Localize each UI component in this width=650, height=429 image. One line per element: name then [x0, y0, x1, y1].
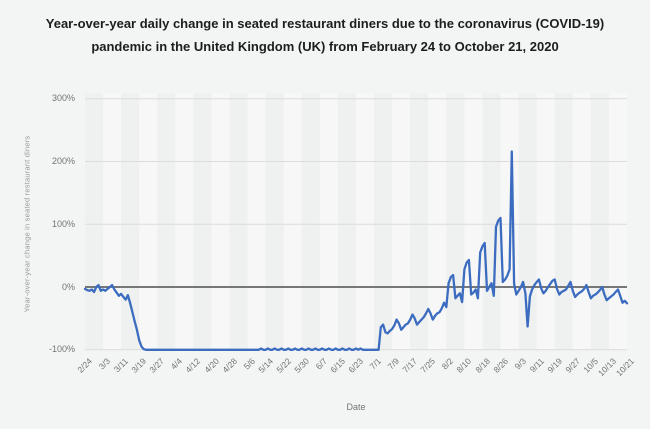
plot-band	[283, 93, 302, 350]
y-tick-label: 100%	[51, 218, 75, 229]
plot-band	[265, 93, 284, 350]
plot-band	[356, 93, 375, 350]
plot-band	[464, 93, 483, 350]
plot-band	[121, 93, 140, 350]
plot-band	[139, 93, 158, 350]
plot-band	[229, 93, 248, 350]
y-tick-label: 200%	[51, 156, 75, 166]
plot-band	[374, 93, 393, 350]
plot-band	[175, 93, 194, 350]
plot-band	[319, 93, 338, 350]
plot-band	[590, 93, 609, 350]
x-axis-title: Date	[346, 402, 366, 412]
plot-band	[211, 93, 230, 350]
plot-band	[301, 93, 320, 350]
plot-band	[337, 93, 356, 350]
plot-band	[157, 93, 176, 350]
plot-band	[85, 93, 104, 350]
y-tick-label: 300%	[51, 93, 75, 104]
y-tick-label: 0%	[61, 281, 75, 292]
plot-band	[446, 93, 465, 350]
plot-band	[247, 93, 266, 350]
plot-band	[554, 93, 573, 350]
data-line	[83, 150, 629, 351]
y-tick-label: -100%	[48, 344, 75, 355]
plot-band	[572, 93, 591, 350]
plot-band	[103, 93, 122, 350]
plot-band	[193, 93, 212, 350]
plot-band	[608, 93, 627, 350]
plot-band	[392, 93, 411, 350]
plot-band	[428, 93, 447, 350]
plot-band	[536, 93, 555, 350]
plot-band	[410, 93, 429, 350]
chart-title: Year-over-year daily change in seated re…	[45, 16, 605, 55]
